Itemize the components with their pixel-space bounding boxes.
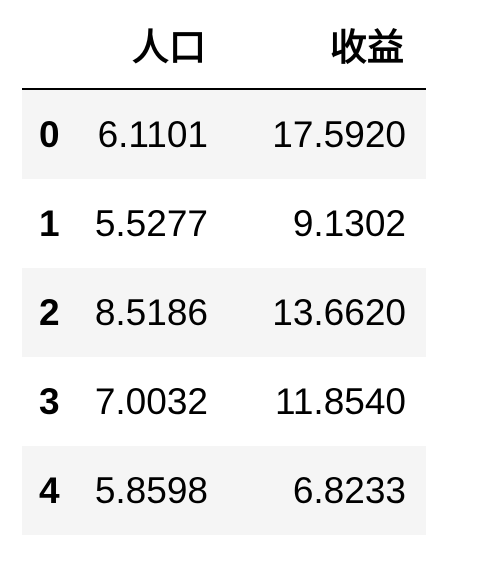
cell-profit: 6.8233	[228, 446, 426, 535]
table-row: 0 6.1101 17.5920	[22, 89, 426, 179]
cell-population: 6.1101	[78, 89, 228, 179]
table-body: 0 6.1101 17.5920 1 5.5277 9.1302 2 8.518…	[22, 89, 426, 535]
table-row: 4 5.8598 6.8233	[22, 446, 426, 535]
cell-population: 5.5277	[78, 179, 228, 268]
row-index: 1	[22, 179, 78, 268]
table-header: 人口 收益	[22, 0, 426, 90]
table-row: 1 5.5277 9.1302	[22, 179, 426, 268]
cell-population: 7.0032	[78, 357, 228, 446]
cell-population: 8.5186	[78, 268, 228, 357]
cell-population: 5.8598	[78, 446, 228, 535]
table-row: 2 8.5186 13.6620	[22, 268, 426, 357]
cell-profit: 17.5920	[228, 89, 426, 179]
cell-profit: 9.1302	[228, 179, 426, 268]
column-header-profit: 收益	[228, 0, 426, 90]
row-index: 3	[22, 357, 78, 446]
table-row: 3 7.0032 11.8540	[22, 357, 426, 446]
dataframe-table: 人口 收益 0 6.1101 17.5920 1 5.5277 9.1302 2…	[22, 0, 426, 535]
row-index: 2	[22, 268, 78, 357]
row-index: 4	[22, 446, 78, 535]
row-index: 0	[22, 89, 78, 179]
index-header	[22, 0, 78, 90]
column-header-population: 人口	[78, 0, 228, 90]
cell-profit: 11.8540	[228, 357, 426, 446]
dataframe-output: 人口 收益 0 6.1101 17.5920 1 5.5277 9.1302 2…	[22, 0, 426, 535]
cell-profit: 13.6620	[228, 268, 426, 357]
header-row: 人口 收益	[22, 0, 426, 90]
